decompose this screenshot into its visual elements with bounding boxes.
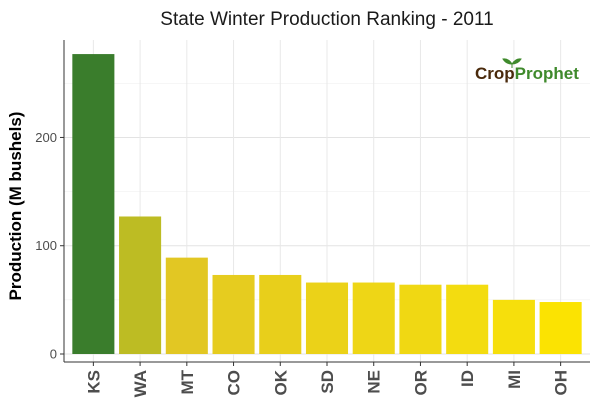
logo-text-prophet: Prophet	[515, 64, 580, 83]
y-tick-label: 100	[35, 238, 57, 253]
bar-sd	[305, 282, 349, 354]
bar-mi	[492, 299, 535, 354]
svg-text:CropProphet: CropProphet	[475, 64, 579, 83]
bar-oh	[539, 302, 582, 354]
bar-id	[446, 284, 489, 354]
x-tick-label-sd: SD	[318, 370, 337, 394]
x-tick-label-or: OR	[411, 370, 430, 396]
bar-ne	[352, 282, 395, 354]
x-tick-label-ne: NE	[365, 370, 384, 394]
x-tick-label-mi: MI	[505, 370, 524, 389]
bar-co	[212, 274, 255, 354]
x-tick-label-ok: OK	[271, 369, 290, 395]
plot-panel: 0 100 200 KS WA MT CO OK SD NE OR ID MI OH	[35, 40, 590, 397]
x-tick-label-co: CO	[225, 370, 244, 396]
x-tick-label-oh: OH	[552, 370, 571, 396]
x-tick-label-mt: MT	[178, 369, 197, 394]
bar-mt	[165, 257, 208, 354]
x-tick-label-ks: KS	[84, 370, 103, 394]
chart-title: State Winter Production Ranking - 2011	[160, 9, 493, 30]
cropprophet-logo: CropProphet	[475, 58, 579, 83]
bar-or	[399, 284, 442, 354]
x-tick-label-id: ID	[458, 370, 477, 387]
y-axis-label: Production (M bushels)	[6, 112, 25, 301]
bar-ks	[72, 54, 115, 354]
logo-text-crop: Crop	[475, 64, 515, 83]
y-tick-label: 200	[35, 130, 57, 145]
y-tick-label: 0	[50, 347, 57, 362]
bar-wa	[119, 216, 162, 354]
bar-ok	[259, 274, 302, 354]
sprout-icon	[502, 58, 522, 68]
x-tick-label-wa: WA	[131, 370, 150, 397]
